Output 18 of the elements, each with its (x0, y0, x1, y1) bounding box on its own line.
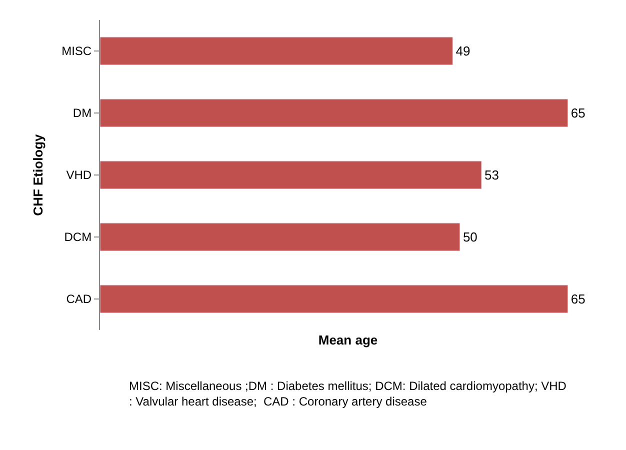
y-tick-label: DM (72, 106, 92, 120)
y-tick-label: VHD (66, 168, 92, 182)
data-label: 50 (462, 230, 478, 244)
y-axis-title: CHF Etiology (30, 133, 46, 216)
data-label: 49 (456, 44, 470, 58)
data-label: 53 (484, 168, 500, 182)
y-tick-label: CAD (66, 292, 92, 306)
bar (100, 160, 482, 190)
bar (100, 222, 460, 252)
data-label: 65 (570, 106, 586, 120)
x-axis-title: Mean age (318, 332, 378, 348)
bar (100, 98, 568, 128)
data-label: 65 (570, 292, 586, 306)
y-tick-label: MISC (62, 44, 92, 58)
text: MISC: Miscellaneous ;DM : Diabetes mellitus; DCM: Dilated cardiomyopathy; VHD : Valvular heart disease; CAD : Coronary artery disease (129, 379, 567, 409)
y-tick-label: DCM (64, 230, 92, 244)
bar (100, 284, 568, 314)
bar (100, 36, 453, 66)
